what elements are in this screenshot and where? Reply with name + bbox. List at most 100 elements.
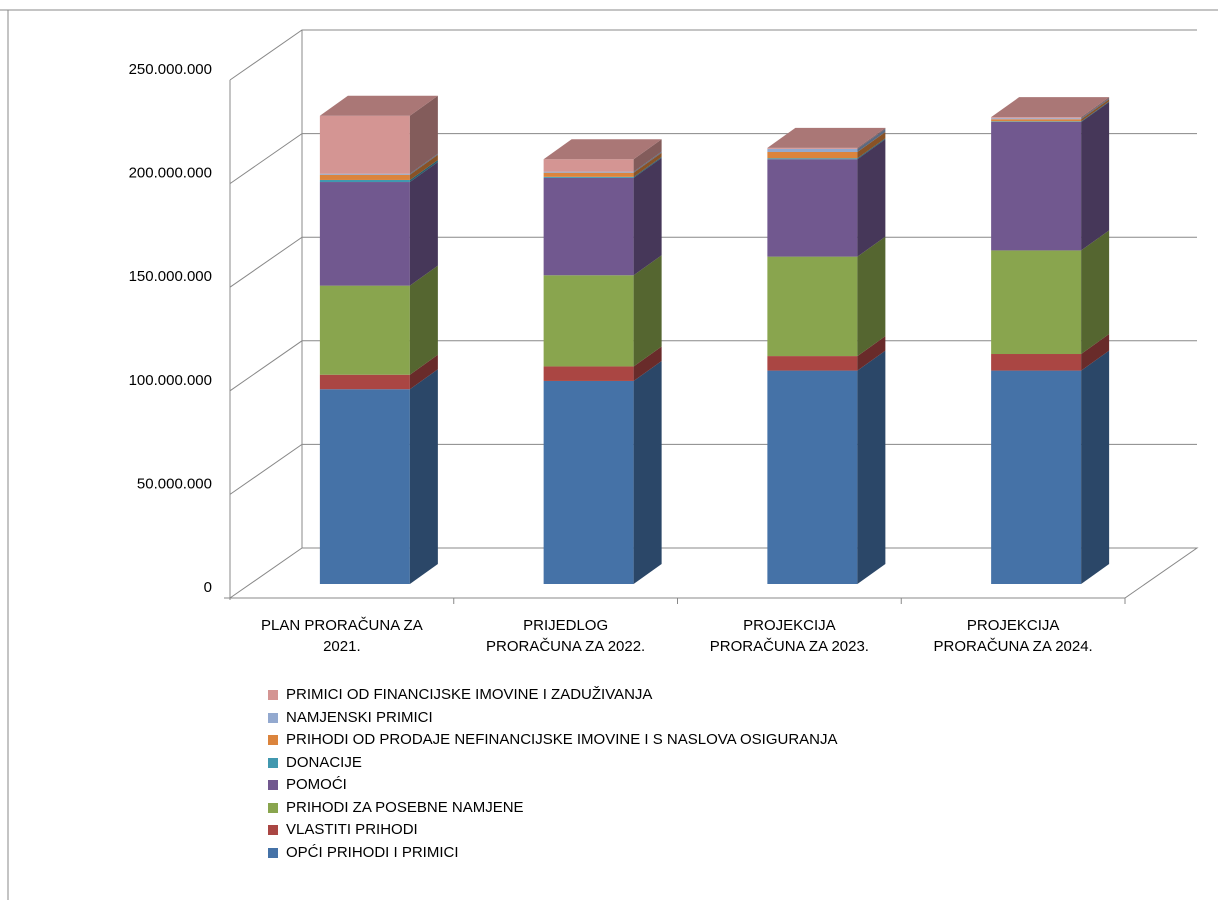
x-tick-label: PRIJEDLOG <box>523 617 608 634</box>
bar-segment <box>767 148 858 152</box>
legend-label: PRIHODI ZA POSEBNE NAMJENE <box>286 798 524 816</box>
bar-segment-side <box>409 265 438 375</box>
bar-segment-side <box>1081 101 1110 122</box>
legend-swatch <box>268 847 278 858</box>
legend-label: NAMJENSKI PRIMICI <box>286 708 433 726</box>
bar-segment <box>319 115 410 174</box>
bar-segment <box>767 151 858 159</box>
bar-segment-side <box>857 138 886 160</box>
gridline <box>229 236 1197 288</box>
y-tick-label: 250.000.000 <box>129 61 212 78</box>
bar-segment-side <box>409 153 438 175</box>
bar-segment-side <box>409 95 438 174</box>
legend-swatch <box>268 757 278 768</box>
x-tick-label: PROJEKCIJA <box>967 617 1060 634</box>
bar-segment <box>991 121 1082 122</box>
bar-segment <box>319 179 410 183</box>
bar-segment-side <box>633 255 662 367</box>
gridlines <box>229 29 1197 495</box>
bar-segment <box>767 158 858 160</box>
y-tick-label: 50.000.000 <box>137 475 212 492</box>
bar-segment-side <box>633 139 662 172</box>
bar-segment-side <box>409 354 438 390</box>
bar-top-face <box>319 95 438 116</box>
axes <box>224 80 1126 604</box>
bar-stack <box>319 95 438 584</box>
bar-segment-side <box>857 336 886 371</box>
bar-segment-side <box>857 139 886 257</box>
bar-segment-side <box>409 154 438 180</box>
y-tick-label: 150.000.000 <box>129 268 212 285</box>
x-tick-label: PLAN PRORAČUNA ZA <box>261 617 423 634</box>
bar-top-face <box>767 127 886 148</box>
bar-segment <box>543 172 634 177</box>
bar-segment <box>543 176 634 178</box>
bar-segment <box>767 147 858 149</box>
bar-segment-side <box>1081 97 1110 119</box>
gridline <box>229 133 1197 185</box>
bar-stack <box>991 97 1110 584</box>
bar-top-face <box>991 97 1110 118</box>
legend-label: PRIMICI OD FINANCIJSKE IMOVINE I ZADUŽIV… <box>286 686 653 703</box>
bar-stack <box>543 139 662 584</box>
legend-swatch <box>268 802 278 813</box>
x-tick-label: PRORAČUNA ZA 2024. <box>934 638 1093 655</box>
bar-segment <box>767 356 858 371</box>
legend-label: POMOĆI <box>286 776 347 793</box>
y-tick-label: 100.000.000 <box>129 372 212 389</box>
bar-segment <box>543 380 634 584</box>
bar-segment <box>767 256 858 357</box>
bar-segment <box>543 275 634 367</box>
bar-segment-side <box>1081 99 1110 122</box>
bar-segment <box>319 173 410 175</box>
bar-segment <box>319 374 410 390</box>
x-tick-label: PROJEKCIJA <box>743 617 836 634</box>
bar-segment <box>543 177 634 276</box>
x-tick-label: PRORAČUNA ZA 2023. <box>710 638 869 655</box>
bar-segment-side <box>633 157 662 276</box>
bar-segment <box>991 250 1082 355</box>
bar-segment-side <box>1081 230 1110 355</box>
gridline <box>229 340 1197 392</box>
bar-segment <box>991 354 1082 371</box>
bar-stacks <box>319 95 1110 584</box>
bar-segment-side <box>409 159 438 183</box>
bar-segment <box>319 182 410 286</box>
x-tick-label: 2021. <box>323 638 361 655</box>
bar-segment-side <box>409 369 438 584</box>
bar-segment <box>991 370 1082 584</box>
legend-swatch <box>268 735 278 745</box>
bar-chart: 0 50.000.000 100.000.000 150.000.000 200.000… <box>129 29 1199 655</box>
bar-segment-side <box>409 162 438 286</box>
bar-segment-side <box>1081 101 1110 251</box>
bar-segment-side <box>633 360 662 584</box>
gridline <box>229 29 1197 81</box>
bar-top-face <box>543 139 662 160</box>
bar-segment-side <box>857 236 886 357</box>
bar-segment <box>543 171 634 173</box>
bar-segment <box>319 285 410 375</box>
bar-stack <box>767 127 886 584</box>
bar-segment <box>991 117 1082 119</box>
bar-segment <box>991 121 1082 251</box>
legend-label: DONACIJE <box>286 753 362 771</box>
bar-segment <box>319 174 410 180</box>
bar-segment <box>319 389 410 584</box>
bar-segment-side <box>633 151 662 173</box>
bar-segment <box>543 366 634 381</box>
y-tick-label: 0 <box>204 579 212 596</box>
legend-swatch <box>268 690 278 700</box>
legend-swatch <box>268 712 278 723</box>
bar-segment-side <box>857 131 886 159</box>
gridline <box>229 443 1197 495</box>
legend-label: OPĆI PRIHODI I PRIMICI <box>286 843 459 861</box>
bar-segment-side <box>857 350 886 584</box>
x-tick-label: PRORAČUNA ZA 2022. <box>486 638 645 655</box>
y-axis-tick-labels: 0 50.000.000 100.000.000 150.000.000 200.000… <box>129 61 212 596</box>
bar-segment <box>991 118 1082 120</box>
bar-segment <box>991 119 1082 122</box>
bar-segment-side <box>857 128 886 152</box>
bar-segment-side <box>1081 334 1110 371</box>
bar-segment-side <box>633 156 662 178</box>
